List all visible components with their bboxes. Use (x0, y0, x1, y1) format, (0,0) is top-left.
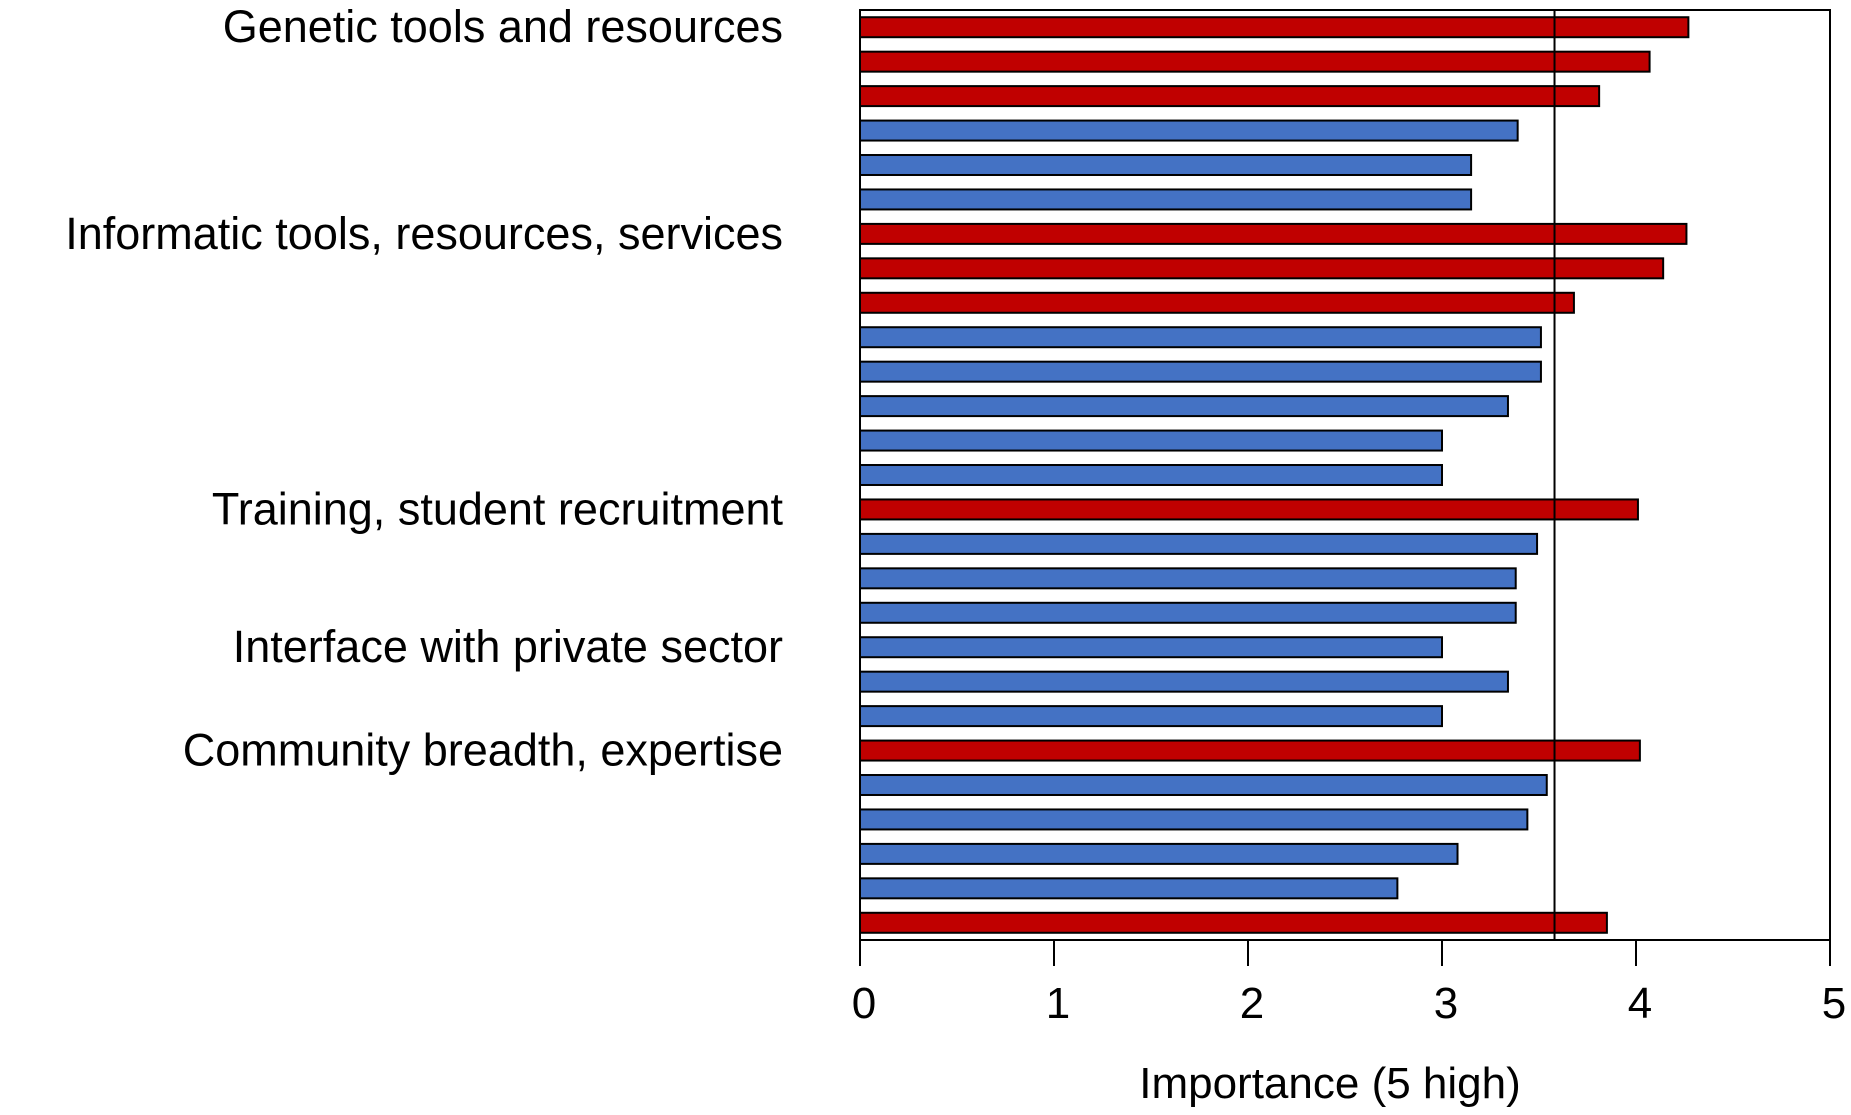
x-tick-label-2: 2 (1240, 979, 1264, 1028)
bar-4 (860, 121, 1518, 141)
bar-2 (860, 52, 1650, 72)
bar-11 (860, 362, 1541, 382)
bar-24 (860, 809, 1527, 829)
group-label-4: Interface with private sector (233, 621, 783, 672)
bar-23 (860, 775, 1547, 795)
bar-22 (860, 741, 1640, 761)
bar-19 (860, 637, 1442, 657)
bar-21 (860, 706, 1442, 726)
bar-15 (860, 499, 1638, 519)
bar-18 (860, 603, 1516, 623)
bar-13 (860, 431, 1442, 451)
group-label-1: Genetic tools and resources (223, 1, 783, 52)
bars-layer (860, 17, 1688, 933)
group-label-3: Training, student recruitment (212, 483, 784, 534)
bar-16 (860, 534, 1537, 554)
bar-26 (860, 878, 1397, 898)
bar-12 (860, 396, 1508, 416)
group-label-2: Informatic tools, resources, services (65, 208, 783, 259)
x-axis-ticks: 0 1 2 3 4 5 (852, 940, 1846, 1028)
bar-20 (860, 672, 1508, 692)
bar-6 (860, 189, 1471, 209)
x-axis-title: Importance (5 high) (1139, 1059, 1521, 1108)
bar-25 (860, 844, 1458, 864)
bar-3 (860, 86, 1599, 106)
x-tick-label-4: 4 (1628, 979, 1652, 1028)
x-tick-label-5: 5 (1822, 979, 1846, 1028)
bar-17 (860, 568, 1516, 588)
bar-7 (860, 224, 1686, 244)
x-tick-label-0: 0 (852, 979, 876, 1028)
group-labels: Genetic tools and resources Informatic to… (65, 1, 783, 775)
bar-1 (860, 17, 1688, 37)
bar-14 (860, 465, 1442, 485)
bar-8 (860, 258, 1663, 278)
bar-10 (860, 327, 1541, 347)
x-tick-label-3: 3 (1434, 979, 1458, 1028)
bar-27 (860, 913, 1607, 933)
bar-9 (860, 293, 1574, 313)
group-label-5: Community breadth, expertise (183, 725, 783, 776)
bar-5 (860, 155, 1471, 175)
x-tick-label-1: 1 (1046, 979, 1070, 1028)
